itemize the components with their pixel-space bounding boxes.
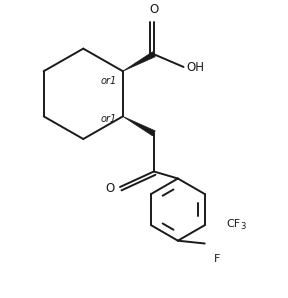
Text: 3: 3 xyxy=(240,222,246,231)
Text: O: O xyxy=(105,182,114,195)
Text: or1: or1 xyxy=(100,114,116,124)
Text: or1: or1 xyxy=(100,76,116,86)
Polygon shape xyxy=(123,52,155,71)
Polygon shape xyxy=(123,117,155,136)
Text: CF: CF xyxy=(226,219,240,229)
Text: F: F xyxy=(214,254,221,264)
Text: O: O xyxy=(149,3,158,16)
Text: OH: OH xyxy=(186,61,204,74)
